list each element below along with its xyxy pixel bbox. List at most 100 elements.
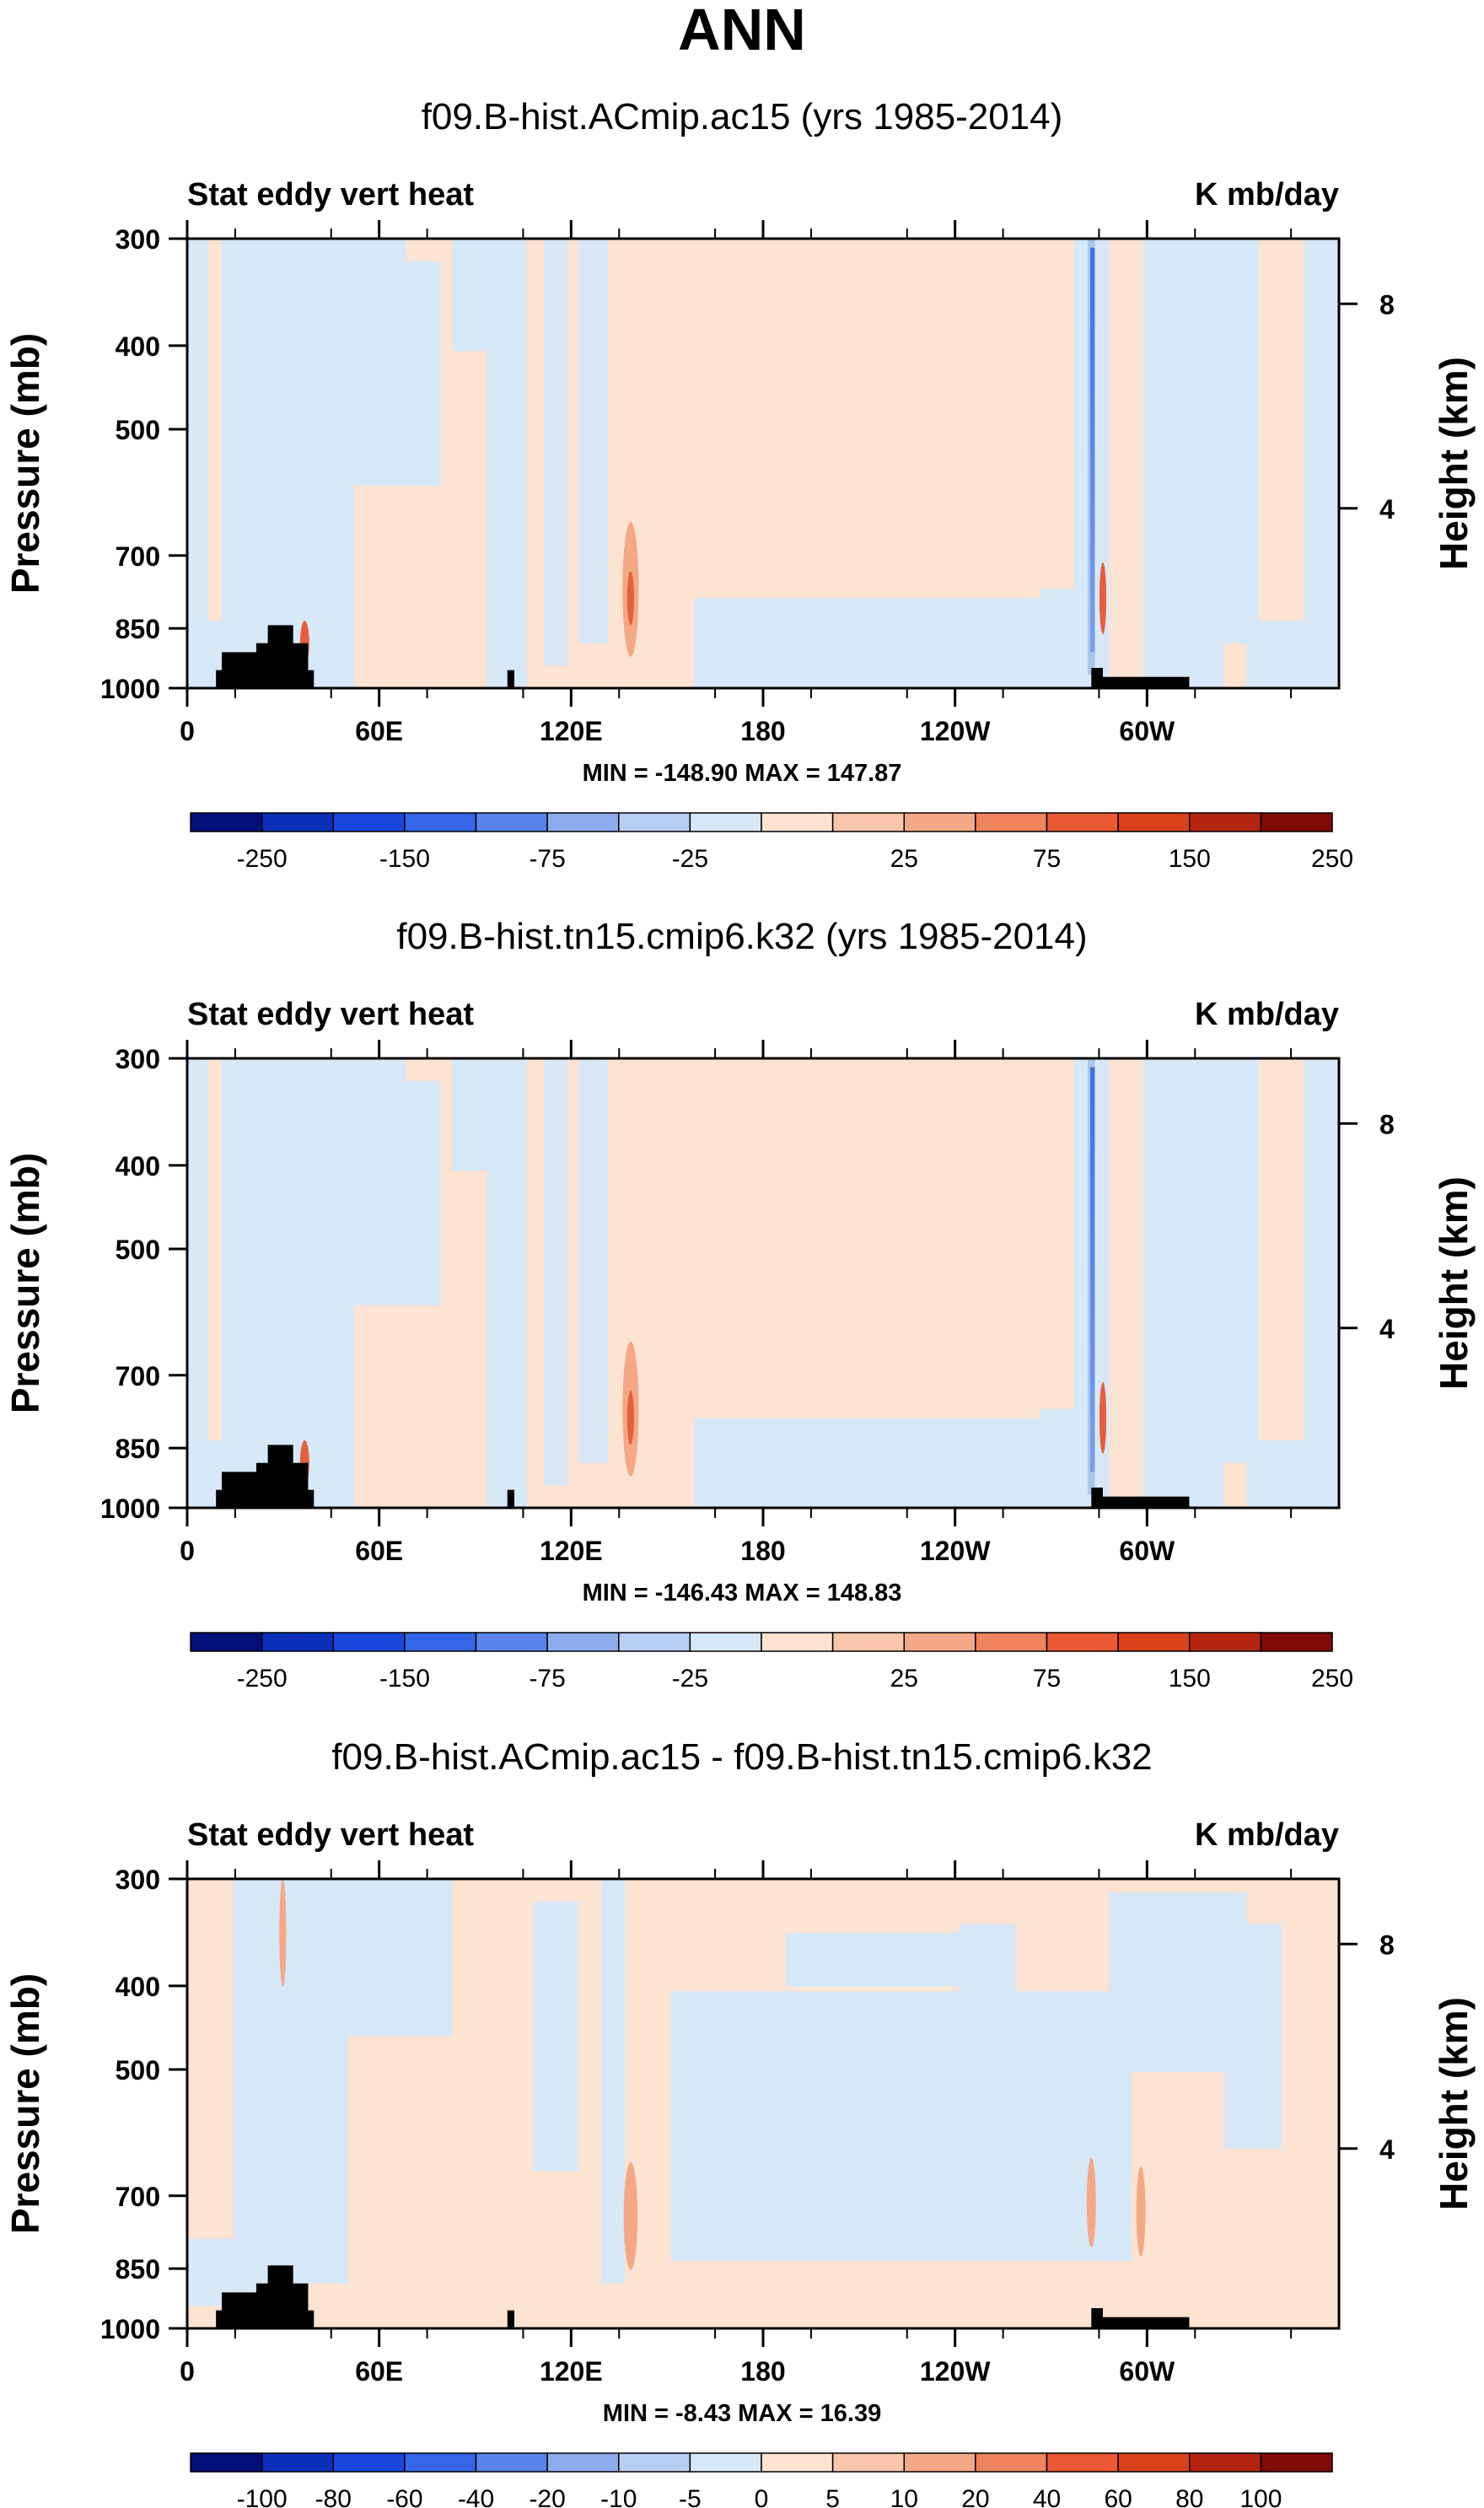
colorbar-segment [903, 812, 976, 832]
min-max-stats: MIN = -148.90 MAX = 147.87 [583, 760, 902, 787]
colorbar-label: 80 [1175, 2485, 1203, 2508]
y-right-tick-label: 8 [1379, 1929, 1395, 1960]
field-region-blue [325, 1058, 406, 1306]
colorbar-segment [332, 2452, 406, 2473]
colorbar-segment [618, 2452, 691, 2473]
colorbar-segment [546, 812, 620, 832]
colorbar-label: 5 [825, 2485, 840, 2508]
colorbar-segment [261, 2452, 334, 2473]
field-anomaly-orange [1086, 2157, 1096, 2248]
field-region-blue [959, 1924, 1017, 2172]
y-tick-label: 850 [116, 614, 160, 644]
colorbar-segment [1189, 812, 1262, 832]
colorbar-label: -25 [672, 845, 708, 873]
colorbar-segment [190, 1632, 263, 1652]
field-region-blue [670, 1991, 1132, 2262]
terrain-mask [267, 1445, 293, 1508]
y-tick-label: 700 [116, 2182, 160, 2212]
x-tick-label: 0 [180, 1536, 195, 1566]
x-tick-label: 120W [920, 716, 991, 746]
y-right-tick-label: 8 [1379, 289, 1395, 320]
terrain-mask [302, 2310, 315, 2328]
colorbar-segment [1117, 812, 1191, 832]
x-tick-label: 60E [355, 2356, 403, 2387]
colorbar-segment [1117, 1632, 1191, 1652]
field-region-blue [694, 598, 1086, 688]
colorbar-segment [1260, 2452, 1333, 2473]
colorbar-label: -80 [315, 2485, 352, 2508]
colorbar-label: -250 [237, 845, 288, 873]
field-anomaly-orange [626, 1391, 635, 1445]
field-region-blue [187, 1058, 208, 1441]
field-streak-blue [1089, 247, 1095, 653]
colorbar-label: 40 [1033, 2485, 1061, 2508]
colorbar-label: -60 [386, 2485, 422, 2508]
colorbar-segment [618, 812, 691, 832]
field-region-blue [487, 1058, 527, 1508]
colorbar-segment [975, 2452, 1048, 2473]
field-region-blue [325, 239, 406, 487]
y-right-tick-label: 8 [1379, 1109, 1395, 1139]
colorbar-segment [903, 2452, 976, 2473]
y-right-tick-label: 4 [1379, 2134, 1395, 2165]
colorbar-label: -40 [458, 2485, 494, 2508]
field-region-blue [544, 239, 567, 666]
field-region-blue [406, 261, 441, 487]
chart-panel-1: f09.B-hist.ACmip.ac15 (yrs 1985-2014) Sta… [3, 96, 1476, 873]
terrain-mask [1097, 1496, 1190, 1508]
panel-title: f09.B-hist.ACmip.ac15 (yrs 1985-2014) [422, 96, 1063, 137]
y-right-tick-label: 4 [1379, 494, 1395, 525]
field-anomaly-orange [623, 2161, 638, 2270]
terrain-mask [1097, 2317, 1190, 2328]
colorbar-segment [261, 812, 334, 832]
colorbar-segment [1189, 2452, 1262, 2473]
field-region-blue [406, 1080, 441, 1306]
colorbar-segment [1046, 1632, 1119, 1652]
colorbar-label: 20 [961, 2485, 989, 2508]
colorbar-label: -150 [379, 1665, 430, 1693]
colorbar-segment [546, 2452, 620, 2473]
terrain-mask [1097, 676, 1190, 688]
colorbar-segment [475, 2452, 548, 2473]
colorbar-segment [475, 812, 548, 832]
colorbar-segment [831, 1632, 905, 1652]
x-tick-label: 180 [740, 716, 785, 746]
colorbar-label: -100 [237, 2485, 288, 2508]
panel-left-label: Stat eddy vert heat [187, 1817, 474, 1853]
main-title: ANN [678, 0, 806, 62]
colorbar-label: -10 [600, 2485, 637, 2508]
chart-panel-2: f09.B-hist.tn15.cmip6.k32 (yrs 1985-2014… [3, 916, 1476, 1693]
y-axis-title-right: Height (km) [1432, 1997, 1476, 2210]
terrain-mask [507, 1489, 514, 1508]
y-axis-title: Pressure (mb) [3, 333, 47, 594]
field-region-blue [233, 1879, 349, 2284]
y-tick-label: 400 [116, 331, 160, 362]
terrain-mask [267, 625, 293, 688]
field-anomaly-orange [279, 1879, 287, 1987]
panel-right-label: K mb/day [1195, 177, 1339, 213]
colorbar-label: 25 [890, 845, 918, 873]
field-region-blue [601, 1879, 626, 2284]
colorbar-segment [332, 1632, 406, 1652]
colorbar-segment [190, 2452, 263, 2473]
field-region-blue [487, 239, 527, 688]
field-region-blue [452, 239, 487, 352]
min-max-stats: MIN = -146.43 MAX = 148.83 [583, 1580, 902, 1607]
y-tick-label: 700 [116, 1361, 160, 1391]
colorbar-segment [761, 2452, 834, 2473]
x-tick-label: 0 [180, 716, 195, 746]
x-tick-label: 0 [180, 2356, 195, 2387]
x-tick-label: 60W [1119, 2356, 1175, 2387]
y-tick-label: 400 [116, 1972, 160, 2002]
x-tick-label: 180 [740, 2356, 785, 2387]
panel-title: f09.B-hist.tn15.cmip6.k32 (yrs 1985-2014… [396, 916, 1087, 957]
colorbar-segment [618, 1632, 691, 1652]
y-tick-label: 1000 [100, 1493, 160, 1524]
colorbar-segment [689, 2452, 762, 2473]
field-region-blue [348, 1879, 453, 2037]
y-tick-label: 500 [116, 415, 160, 445]
colorbar-label: 150 [1169, 1665, 1211, 1693]
x-tick-label: 60E [355, 1536, 403, 1566]
colorbar-segment [1117, 2452, 1191, 2473]
